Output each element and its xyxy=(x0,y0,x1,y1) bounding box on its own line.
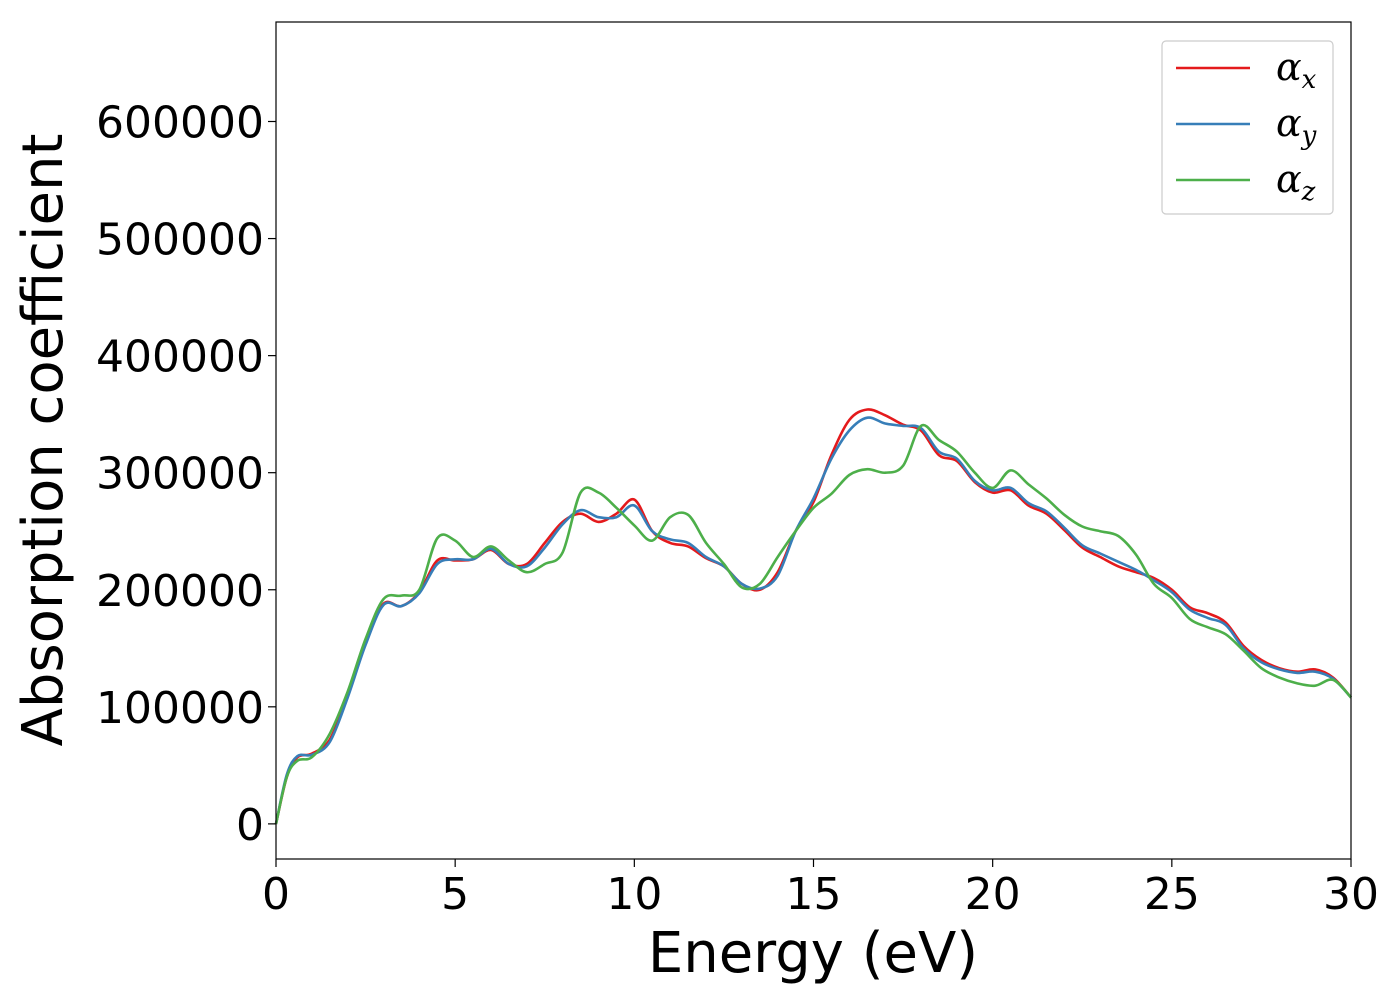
y-tick-label: 0 xyxy=(236,800,264,851)
y-axis: 0 100000 200000 300000 400000 500000 600000 xyxy=(96,98,276,851)
series-line-y xyxy=(274,416,1352,825)
x-tick-label: 0 xyxy=(262,869,290,920)
x-tick-label: 10 xyxy=(606,869,662,920)
series-layer xyxy=(274,408,1352,825)
x-tick-label: 30 xyxy=(1323,869,1379,920)
y-tick-label: 200000 xyxy=(96,566,264,617)
legend-label-y: αy xyxy=(1276,101,1317,151)
x-tick-label: 25 xyxy=(1144,869,1200,920)
y-tick-label: 100000 xyxy=(96,683,264,734)
legend-label-x: αx xyxy=(1276,45,1317,95)
legend-box xyxy=(1161,40,1334,215)
series-line-x xyxy=(274,408,1352,825)
x-axis: 0 5 10 15 20 25 30 xyxy=(262,859,1379,920)
legend: αx αy αz xyxy=(1161,40,1334,215)
legend-entries: αx αy αz xyxy=(1176,45,1317,207)
x-tick-label: 5 xyxy=(441,869,469,920)
x-tick-label: 15 xyxy=(786,869,842,920)
y-tick-label: 300000 xyxy=(96,449,264,500)
legend-label-z: αz xyxy=(1276,157,1316,207)
y-tick-label: 600000 xyxy=(96,98,264,149)
series-line-z xyxy=(274,423,1352,825)
y-tick-label: 400000 xyxy=(96,332,264,383)
x-axis-label: Energy (eV) xyxy=(648,921,978,986)
y-axis-label: Absorption coefficient xyxy=(11,134,76,747)
x-tick-label: 20 xyxy=(965,869,1021,920)
y-tick-label: 500000 xyxy=(96,215,264,266)
